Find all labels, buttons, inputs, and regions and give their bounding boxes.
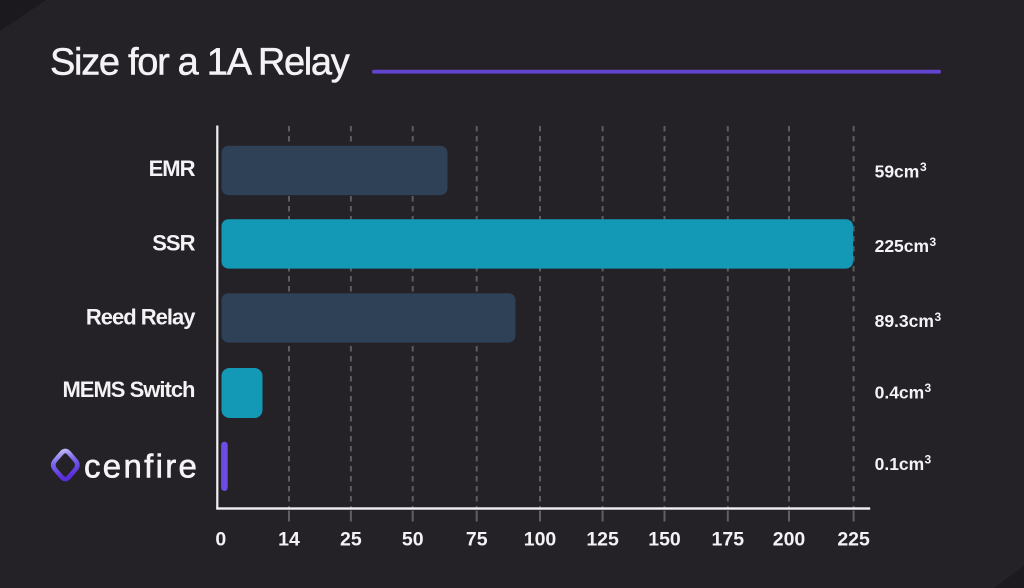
svg-text:Reed Relay: Reed Relay bbox=[86, 305, 196, 330]
svg-text:50: 50 bbox=[402, 529, 424, 551]
svg-text:25: 25 bbox=[340, 529, 362, 551]
svg-text:SSR: SSR bbox=[152, 230, 195, 255]
svg-text:3: 3 bbox=[925, 381, 932, 395]
svg-text:100: 100 bbox=[524, 529, 557, 551]
svg-text:150: 150 bbox=[648, 529, 681, 551]
svg-text:175: 175 bbox=[712, 529, 745, 551]
svg-text:225cm: 225cm bbox=[875, 236, 930, 256]
svg-text:14: 14 bbox=[278, 529, 300, 551]
svg-text:200: 200 bbox=[773, 529, 806, 551]
svg-text:0.4cm: 0.4cm bbox=[875, 382, 925, 402]
svg-text:MEMS Switch: MEMS Switch bbox=[62, 377, 195, 402]
svg-text:75: 75 bbox=[466, 529, 488, 551]
svg-text:EMR: EMR bbox=[149, 156, 196, 181]
svg-text:225: 225 bbox=[837, 529, 870, 551]
svg-text:89.3cm: 89.3cm bbox=[875, 311, 934, 331]
svg-text:125: 125 bbox=[586, 529, 619, 551]
svg-text:3: 3 bbox=[925, 453, 932, 467]
svg-text:3: 3 bbox=[920, 160, 927, 174]
svg-text:cenfire: cenfire bbox=[84, 448, 199, 485]
svg-text:3: 3 bbox=[930, 235, 937, 249]
svg-text:3: 3 bbox=[935, 310, 942, 324]
svg-text:59cm: 59cm bbox=[875, 161, 920, 181]
svg-text:Size for a 1A Relay: Size for a 1A Relay bbox=[50, 42, 350, 84]
svg-text:0: 0 bbox=[215, 529, 226, 551]
svg-text:0.1cm: 0.1cm bbox=[875, 454, 925, 474]
